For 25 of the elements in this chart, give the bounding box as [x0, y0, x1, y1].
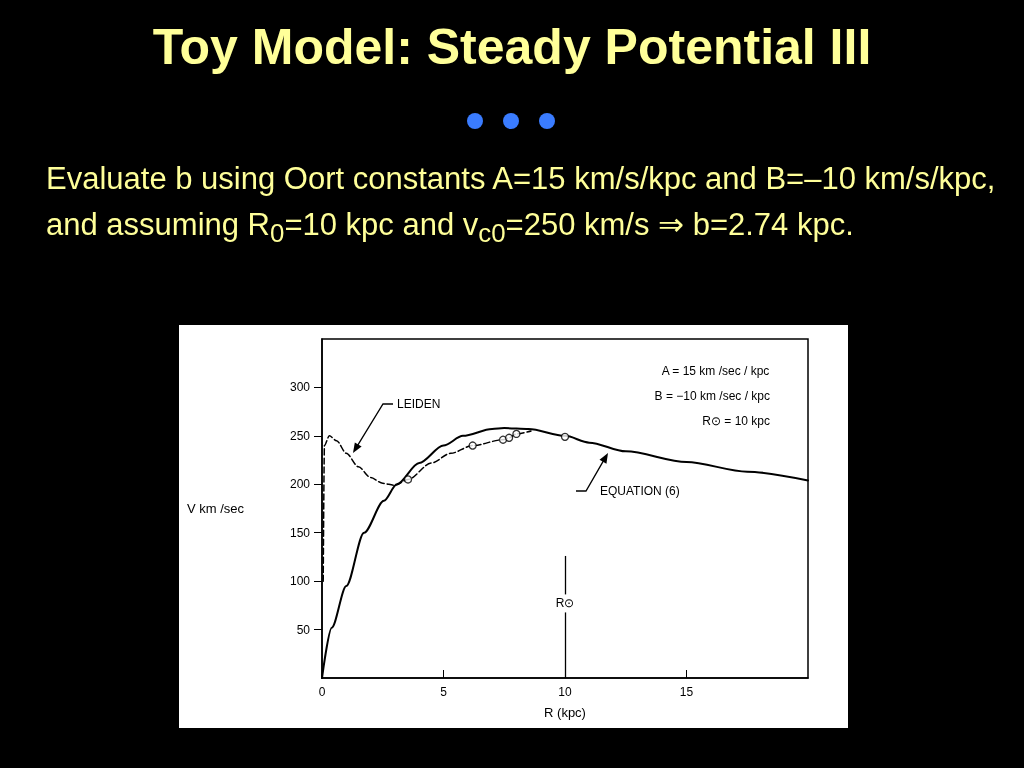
- x-tick-label: 15: [679, 685, 694, 699]
- x-axis-title: R (kpc): [544, 705, 586, 720]
- y-tick-label: 50: [296, 622, 311, 637]
- x-tick-label: 5: [440, 685, 448, 699]
- point: [560, 432, 570, 441]
- annotation: LEIDEN: [397, 397, 441, 411]
- annotation: EQUATION (6): [600, 484, 680, 498]
- y-tick-label: 300: [289, 380, 311, 395]
- y-tick-label: 150: [289, 525, 311, 540]
- chart-subtitle: Evaluate b using Oort constants A=15 km/s/kpc and B=–10 km/s/kpc, and assuming R$_{0}$=10 kpc and v$_{c0}$=250 km/s ⇒ b=2.74 kpc.: [46, 160, 996, 248]
- x-tick-label: 10: [558, 685, 572, 699]
- y-tick-label: 250: [289, 428, 311, 443]
- point: [512, 429, 521, 439]
- y-tick-label: 100: [289, 574, 311, 589]
- y-tick-label: 200: [289, 477, 311, 492]
- chart-title: Toy Model: Steady Potential III: [151, 18, 873, 76]
- y-axis-title: V km /sec: [186, 501, 245, 516]
- point: [468, 441, 477, 450]
- ref-line-label: R⊙: [555, 596, 575, 611]
- x-tick-label: 0: [318, 685, 326, 699]
- point: [403, 475, 413, 484]
- annotation: R⊙ = 10 kpc: [702, 414, 771, 428]
- annotation: A = 15 km /sec / kpc: [661, 364, 770, 378]
- point: [504, 433, 514, 442]
- annotation: B = −10 km /sec / kpc: [654, 389, 771, 403]
